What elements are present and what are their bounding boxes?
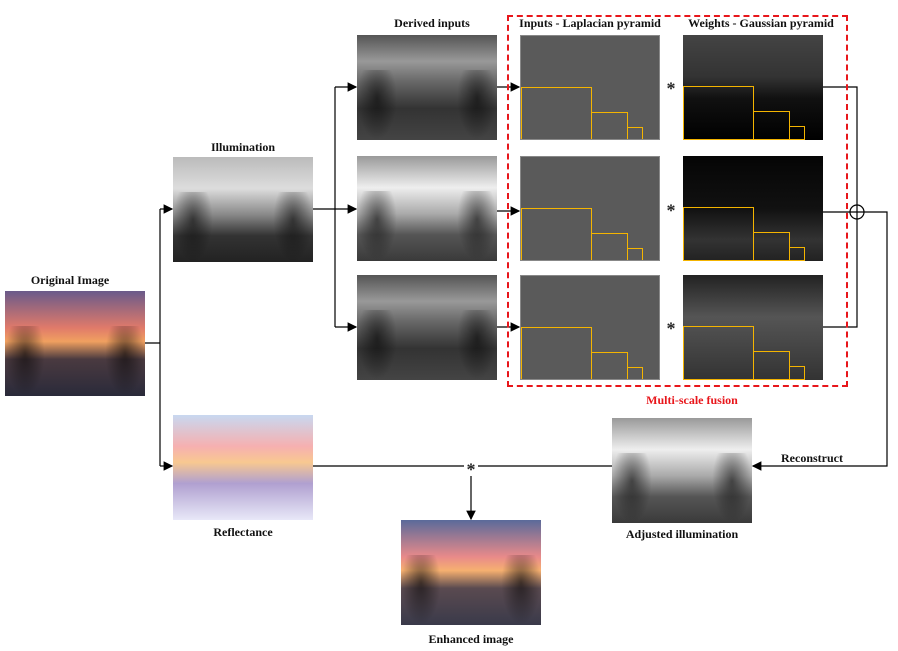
reflectance-image <box>173 415 313 520</box>
enhanced-image <box>401 520 541 625</box>
laplacian-pyramid-1 <box>520 35 660 140</box>
multiply-operator: * <box>666 200 676 221</box>
multi-scale-fusion-label: Multi-scale fusion <box>646 393 738 407</box>
laplacian-pyramid-3 <box>520 275 660 380</box>
derived-input-3 <box>357 275 497 380</box>
multiply-operator: * <box>666 318 676 339</box>
original-image-label: Original Image <box>30 273 110 287</box>
gaussian-pyramid-3 <box>683 275 823 380</box>
derived-input-1 <box>357 35 497 140</box>
multiply-operator: * <box>466 459 476 480</box>
multi-scale-fusion-box <box>507 15 848 387</box>
gaussian-pyramid-1 <box>683 35 823 140</box>
reflectance-label: Reflectance <box>213 525 273 539</box>
laplacian-pyramid-2 <box>520 156 660 261</box>
laplacian-label: Inputs - Laplacian pyramid <box>519 16 661 30</box>
adjusted-illumination-label: Adjusted illumination <box>625 527 739 541</box>
original-image <box>5 291 145 396</box>
gaussian-pyramid-2 <box>683 156 823 261</box>
adjusted-illumination-image <box>612 418 752 523</box>
illumination-image <box>173 157 313 262</box>
reconstruct-label: Reconstruct <box>781 451 843 465</box>
illumination-label: Illumination <box>210 140 276 154</box>
multiply-operator: * <box>666 78 676 99</box>
gaussian-label: Weights - Gaussian pyramid <box>688 16 834 30</box>
derived-input-2 <box>357 156 497 261</box>
derived-inputs-label: Derived inputs <box>394 16 470 30</box>
enhanced-image-label: Enhanced image <box>428 632 514 646</box>
